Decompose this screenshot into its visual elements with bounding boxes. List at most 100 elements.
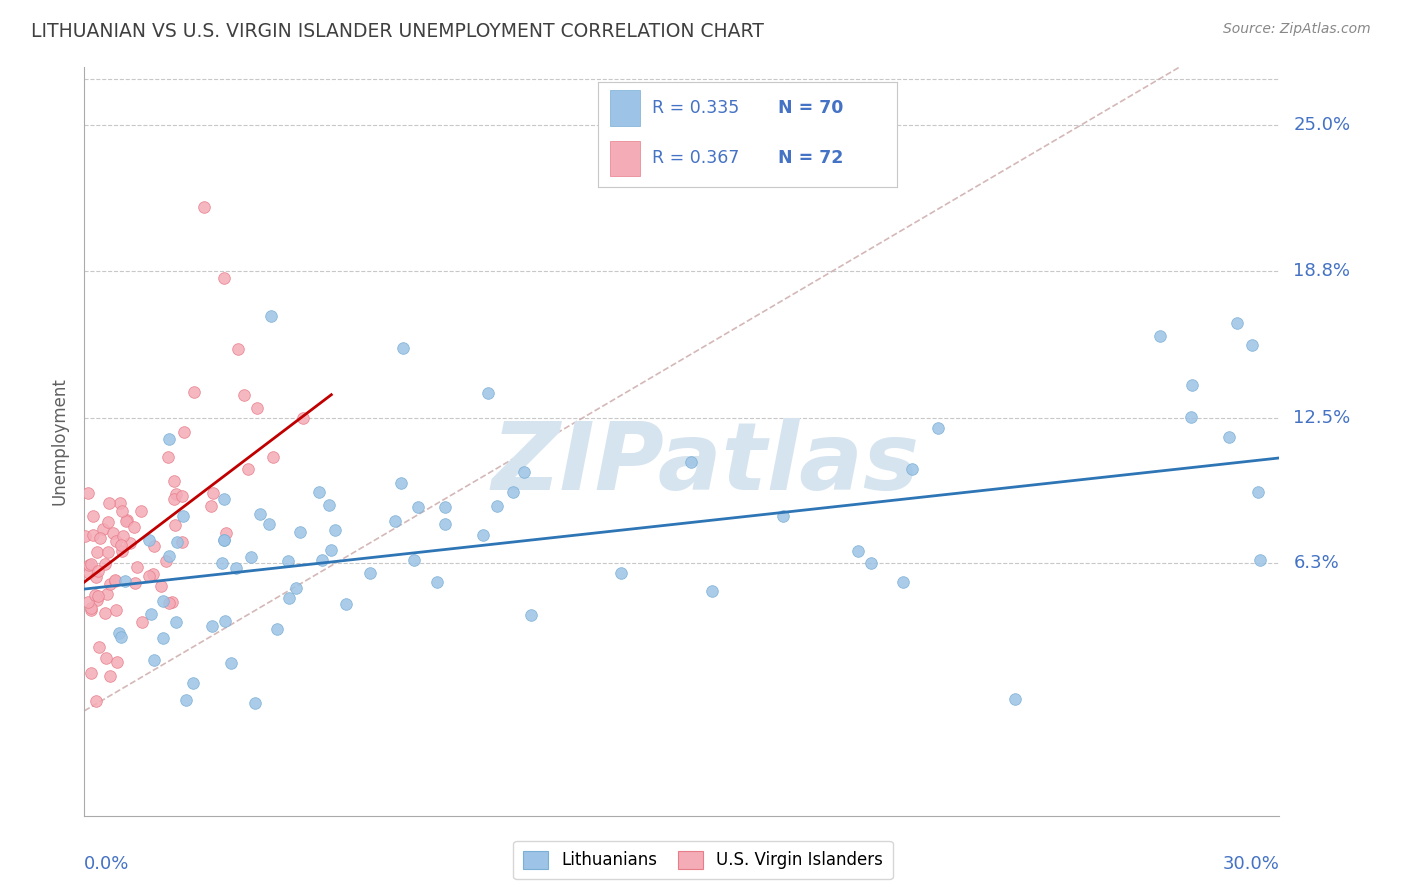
Point [115,513,138,527]
Point [471,528,494,542]
Text: Source: ZipAtlas.com: Source: ZipAtlas.com [1223,22,1371,37]
Point [311,553,333,567]
Text: 30.0%: 30.0% [1223,855,1279,873]
Point [105,603,128,617]
Point [84,694,107,708]
Point [101,526,124,541]
Point [97,515,120,529]
Point [520,607,543,622]
Point [201,485,224,500]
Point [211,556,233,570]
Point [172,508,194,523]
Point [239,549,262,564]
Point [772,509,794,524]
Point [163,492,186,507]
Point [236,461,259,475]
Text: 18.8%: 18.8% [1294,261,1350,279]
Text: 12.5%: 12.5% [1294,409,1351,427]
Text: ZIPatlas: ZIPatlas [492,418,920,510]
Point [104,573,127,587]
Point [513,465,536,479]
Point [105,534,128,549]
Point [131,615,153,629]
Point [266,623,288,637]
Point [87,564,110,578]
Point [80,603,103,617]
Point [166,535,188,549]
Point [335,597,357,611]
Point [84,588,107,602]
Point [389,475,412,490]
Point [610,566,633,580]
Point [89,531,111,545]
Point [96,651,118,665]
Point [91,522,114,536]
Point [1181,377,1204,392]
Point [77,566,100,581]
Point [1249,552,1271,566]
Point [1149,329,1171,343]
Point [193,201,215,215]
Point [681,455,703,469]
Point [232,387,254,401]
Point [225,561,247,575]
Point [243,696,266,710]
Point [433,517,456,532]
Point [284,581,307,595]
Point [94,557,117,571]
Point [257,517,280,532]
Text: 0.0%: 0.0% [84,855,129,873]
Point [155,554,177,568]
Point [142,566,165,581]
Point [201,618,224,632]
Point [80,557,103,571]
Point [891,574,914,589]
Point [1247,485,1270,500]
Point [262,450,284,464]
Point [860,557,883,571]
Point [86,589,108,603]
Point [157,549,180,564]
Point [359,566,381,581]
Point [152,594,174,608]
Text: 25.0%: 25.0% [1294,117,1351,135]
Point [96,587,118,601]
Point [127,560,149,574]
Point [139,607,162,621]
Point [215,525,238,540]
Point [226,342,249,356]
Point [1004,692,1026,706]
Point [249,507,271,521]
Point [318,499,340,513]
Point [82,509,104,524]
Point [502,485,524,500]
Point [122,520,145,534]
Point [110,496,132,510]
Point [114,574,136,588]
Point [173,425,195,439]
Point [157,450,180,464]
Point [1240,338,1263,352]
Point [486,500,509,514]
Point [110,538,132,552]
Point [138,533,160,548]
Point [214,614,236,628]
Point [901,462,924,476]
Point [115,514,138,528]
Point [212,533,235,547]
Point [700,583,723,598]
Point [172,534,194,549]
Point [149,579,172,593]
Point [94,606,117,620]
Point [165,615,187,629]
Point [111,544,134,558]
Text: 6.3%: 6.3% [1294,554,1339,573]
Point [111,528,134,542]
Point [118,536,141,550]
Point [165,486,187,500]
Point [277,554,299,568]
Point [75,529,97,543]
Point [104,574,127,588]
Point [246,401,269,415]
Point [323,523,346,537]
